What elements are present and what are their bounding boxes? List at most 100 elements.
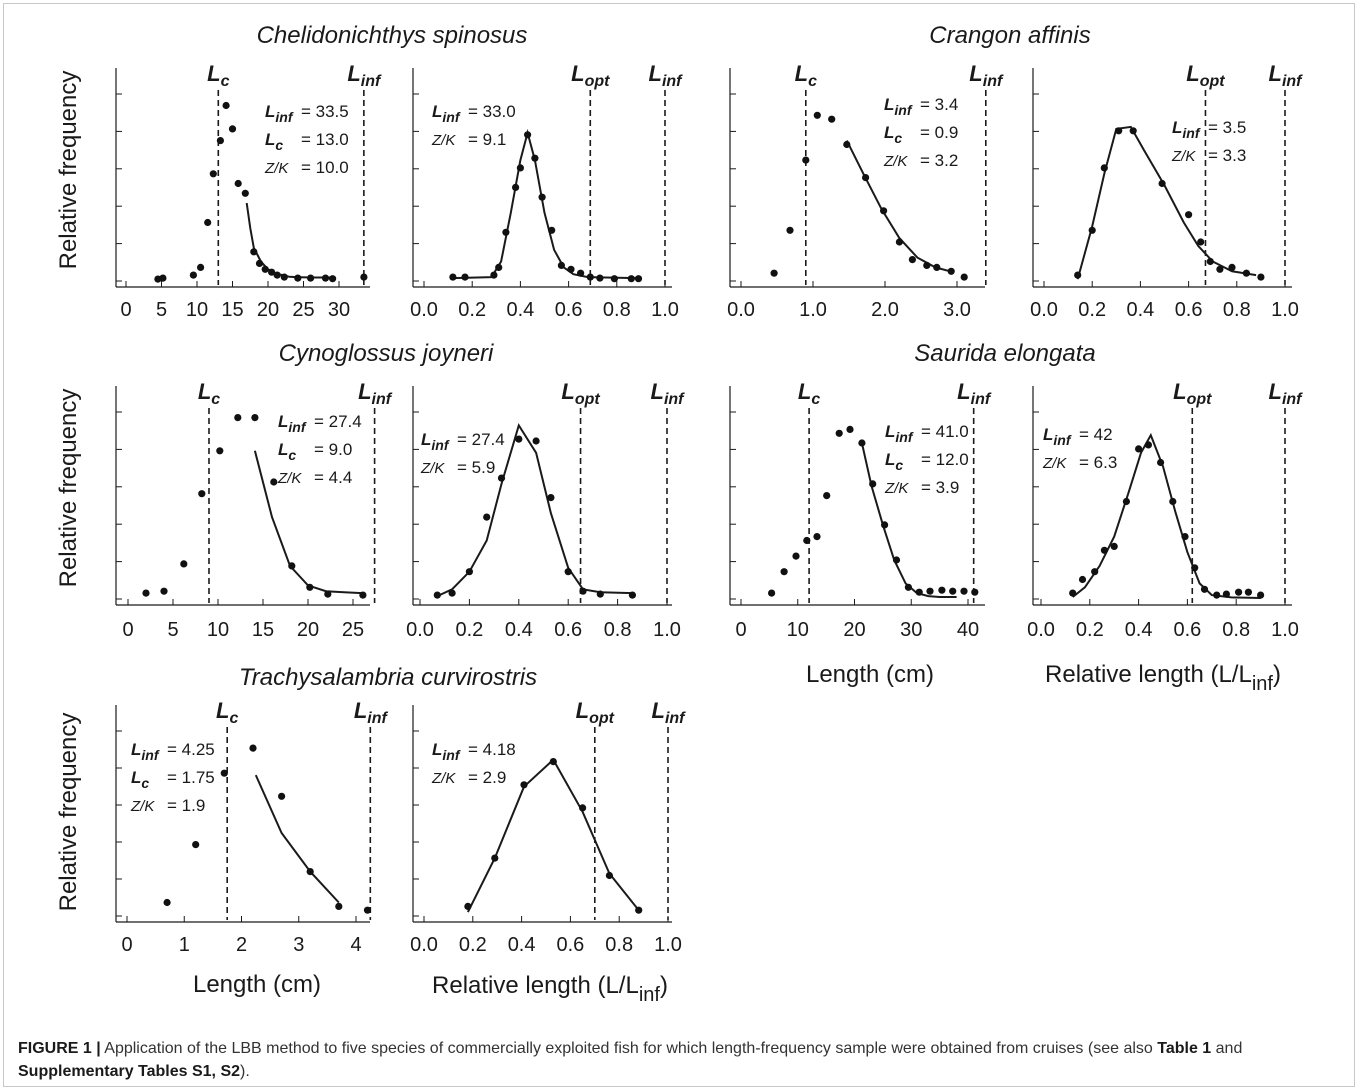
panel-7: 0 10 20 30 40 Lc Linf Linf = 41.0 Lc = 12.0 Z/K = 3.…	[729, 379, 992, 641]
data-point	[216, 447, 224, 455]
data-point	[792, 552, 800, 560]
ref-label-linf: Linf	[652, 698, 687, 727]
data-point	[828, 115, 836, 123]
data-point	[321, 274, 330, 282]
panel-4: 0.0 0.2 0.4 0.6 0.8 1.0 Lopt Linf Linf = 3.5 Z/K = …	[1030, 61, 1303, 321]
annotation-linf-value: = 41.0	[921, 422, 969, 441]
annotation-linf-value: = 33.0	[468, 102, 516, 121]
data-point	[802, 156, 810, 164]
ref-label-linf: Linf	[649, 61, 684, 90]
caption-text-3: ).	[240, 1063, 250, 1080]
annotation-zk-name: Z/K	[884, 480, 909, 497]
data-point	[908, 256, 917, 264]
x-tick-label: 1.0	[799, 299, 827, 321]
data-point	[1257, 591, 1265, 599]
ref-label-lopt: Lopt	[576, 698, 615, 727]
panel-5: 0 5 10 15 20 25 Lc Linf Linf = 27.4 Lc = 9.0 Z/K = 4.…	[115, 379, 393, 641]
annotation-linf-name: Linf	[131, 740, 160, 763]
annotation-linf-value: = 3.4	[920, 95, 958, 114]
data-point	[605, 871, 614, 880]
x-tick-label: 4	[350, 934, 361, 956]
ref-label-linf: Linf	[957, 379, 992, 408]
annotation-linf-name: Linf	[432, 740, 461, 763]
x-tick-label: 1.0	[651, 299, 679, 321]
caption-ref-table1: Table 1	[1157, 1040, 1212, 1057]
data-point	[216, 137, 224, 145]
data-point	[324, 590, 332, 598]
data-point	[938, 586, 946, 594]
ref-label-linf: Linf	[969, 61, 1004, 90]
figure-frame	[3, 3, 1355, 1087]
annotation-linf-name: Linf	[278, 412, 307, 435]
data-point	[634, 275, 643, 283]
ref-label-lc: Lc	[795, 61, 817, 90]
data-point	[813, 111, 821, 119]
annotation-zk-name: Z/K	[1042, 455, 1067, 472]
data-point	[1216, 265, 1224, 273]
data-point	[329, 275, 337, 283]
x-tick-label: 0.6	[1173, 619, 1201, 641]
annotation-lc-value: = 9.0	[314, 440, 352, 459]
annotation-linf-value: = 33.5	[301, 102, 349, 121]
x-tick-label: 3.0	[943, 299, 971, 321]
data-point	[862, 174, 870, 182]
caption-label: FIGURE 1 |	[18, 1040, 101, 1057]
data-point	[1122, 497, 1130, 506]
x-tick-label: 0	[735, 619, 746, 641]
data-point	[250, 248, 258, 256]
data-point	[823, 492, 831, 500]
data-point	[270, 478, 278, 486]
x-tick-label: 0.0	[727, 299, 755, 321]
x-axis-label-relative-trachysalambria: Relative length (L/Linf)	[432, 972, 668, 1006]
ref-label-lopt: Lopt	[1173, 379, 1212, 408]
data-point	[596, 590, 604, 598]
annotation-zk-name: Z/K	[883, 153, 908, 170]
x-tick-label: 3	[293, 934, 304, 956]
data-point	[1100, 546, 1108, 554]
data-point	[1257, 273, 1265, 281]
figure-caption: FIGURE 1 | Application of the LBB method…	[18, 1037, 1338, 1083]
data-point	[1235, 588, 1243, 596]
x-tick-label: 1.0	[653, 619, 681, 641]
data-point	[363, 906, 372, 914]
data-point	[495, 263, 503, 271]
data-point	[1206, 257, 1214, 266]
data-point	[538, 193, 546, 201]
data-point	[610, 275, 619, 283]
data-point	[1228, 263, 1236, 271]
data-point	[577, 269, 585, 277]
panel-6: 0.0 0.2 0.4 0.6 0.8 1.0 Lopt Linf Linf = 27.4 Z/K =…	[406, 379, 685, 641]
species-title-crangon: Crangon affinis	[929, 22, 1090, 49]
data-point	[949, 587, 957, 595]
data-point	[923, 261, 931, 269]
data-point	[557, 261, 566, 269]
annotation-zk-name: Z/K	[431, 132, 456, 149]
x-tick-label: 0.2	[1078, 299, 1106, 321]
data-point	[627, 275, 635, 283]
x-tick-label: 15	[252, 619, 274, 641]
data-point	[1157, 458, 1165, 467]
data-point	[222, 101, 230, 110]
annotation-linf-name: Linf	[432, 102, 461, 125]
data-point	[780, 568, 788, 576]
data-point	[1091, 568, 1099, 576]
data-point	[241, 189, 249, 197]
species-title-saurida: Saurida elongata	[914, 340, 1095, 367]
data-point	[531, 154, 539, 162]
data-point	[502, 228, 510, 236]
x-tick-label: 5	[167, 619, 178, 641]
annotation-lc-value: = 0.9	[920, 123, 958, 142]
annotation-zk-value: = 3.9	[921, 478, 959, 497]
panel-3: 0.0 1.0 2.0 3.0 Lc Linf Linf = 3.4 Lc = 0.9 Z/K = 3…	[727, 61, 1004, 321]
x-tick-label: 40	[957, 619, 979, 641]
data-point	[881, 521, 889, 529]
annotation-linf-name: Linf	[885, 422, 914, 445]
x-tick-label: 1.0	[1271, 299, 1299, 321]
x-tick-label: 0.0	[406, 619, 434, 641]
data-point	[515, 435, 523, 443]
data-point	[198, 490, 206, 498]
annotation-lc-name: Lc	[278, 440, 296, 463]
data-point	[255, 259, 264, 267]
x-tick-label: 0.2	[455, 619, 483, 641]
ref-label-lc: Lc	[798, 379, 820, 408]
